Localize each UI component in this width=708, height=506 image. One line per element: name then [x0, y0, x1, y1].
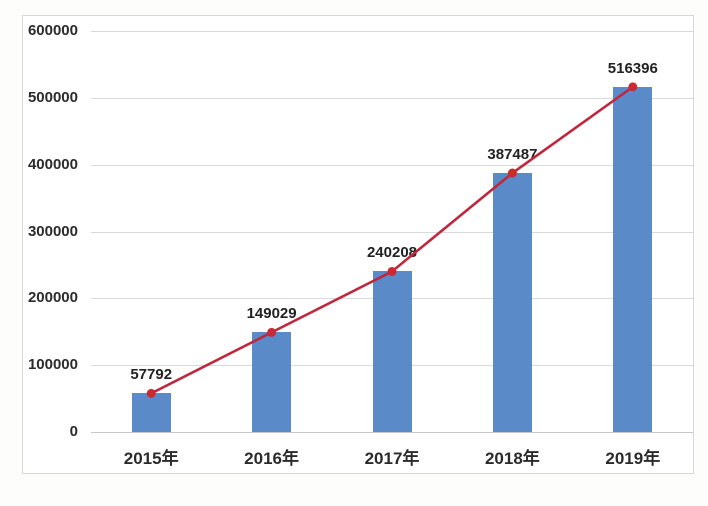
y-axis-tick-label: 100000 [27, 356, 78, 374]
y-axis-tick-label: 300000 [27, 222, 78, 240]
trend-line [150, 85, 634, 395]
data-point-label: 516396 [607, 59, 658, 77]
x-axis-tick-label: 2017年 [364, 449, 420, 468]
y-gridline [91, 164, 693, 166]
x-axis-tick-label: 2016年 [244, 449, 299, 468]
data-point-label: 387487 [487, 146, 538, 164]
data-point-label: 240208 [366, 244, 418, 262]
y-axis-tick-label: 500000 [27, 88, 78, 106]
x-axis-tick-label: 2018年 [484, 449, 540, 468]
data-point-marker [628, 82, 638, 92]
data-point-label: 149029 [246, 305, 297, 323]
y-gridline [91, 97, 693, 99]
data-point-marker [387, 266, 397, 276]
y-gridline [91, 231, 693, 233]
x-axis-tick-label: 2019年 [605, 449, 661, 468]
data-point-marker [267, 327, 277, 337]
data-point-label: 57792 [130, 366, 173, 384]
trend-line-layer [146, 82, 638, 398]
data-point-marker [507, 168, 517, 178]
bar [492, 173, 532, 432]
x-axis-tick-label: 2015年 [123, 449, 179, 468]
y-gridline [91, 432, 693, 433]
y-gridline [91, 31, 693, 32]
bar [131, 393, 171, 432]
bar [613, 86, 653, 432]
bar [252, 332, 292, 432]
y-axis-tick-label: 200000 [27, 289, 78, 307]
y-axis-tick-label: 400000 [27, 155, 78, 173]
data-point-marker [146, 388, 156, 398]
chart-frame: 0 100000 200000 300000 400000 500000 600000 201… [22, 15, 694, 474]
y-axis-tick-label: 0 [69, 423, 78, 440]
bar [372, 271, 412, 432]
y-axis-tick-label: 600000 [27, 22, 78, 39]
